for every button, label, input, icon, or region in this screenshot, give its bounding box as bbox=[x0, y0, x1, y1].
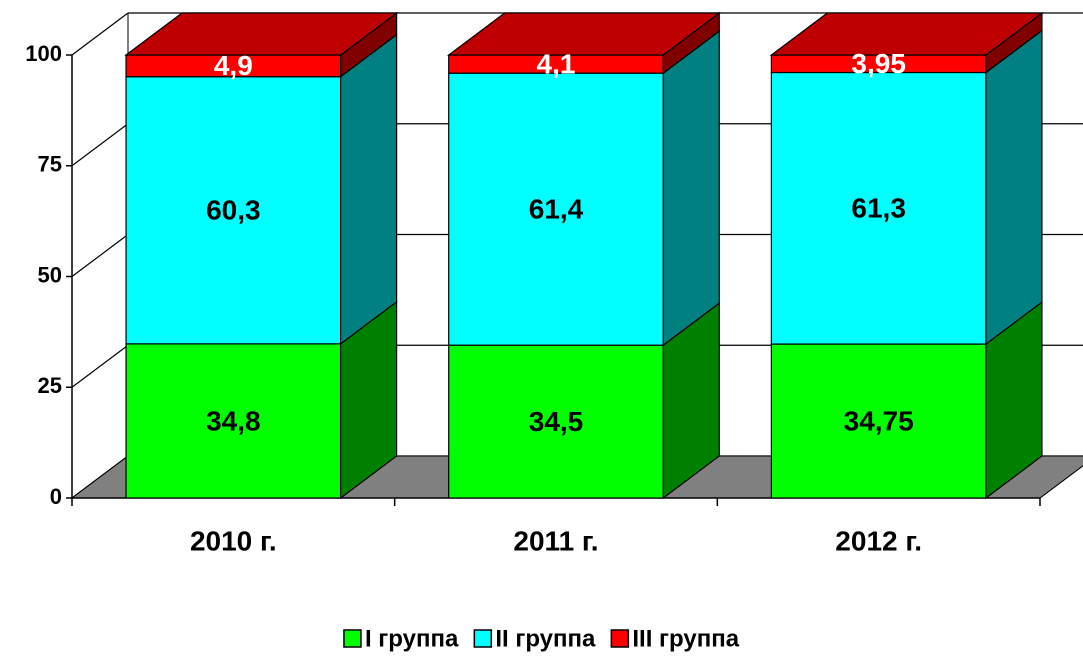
bar-top bbox=[446, 12, 722, 56]
y-tick-label: 0 bbox=[50, 484, 62, 509]
legend: I группа II группа III группа bbox=[343, 625, 740, 652]
value-label: 4,9 bbox=[214, 50, 253, 81]
side-grid-line bbox=[71, 123, 129, 167]
bar-side bbox=[985, 29, 1043, 346]
legend-label: I группа bbox=[365, 625, 459, 652]
legend-label: II группа bbox=[495, 625, 596, 652]
bar-segment bbox=[770, 71, 987, 345]
value-label: 34,8 bbox=[206, 405, 261, 436]
value-label: 4,1 bbox=[537, 48, 576, 79]
side-grid-line bbox=[71, 344, 129, 388]
bar-side bbox=[662, 29, 720, 347]
x-tick-label: 2011 г. bbox=[513, 525, 598, 556]
legend-label: III группа bbox=[632, 625, 739, 652]
value-label: 34,75 bbox=[844, 405, 914, 436]
side-grid-line bbox=[71, 12, 129, 56]
bar-side bbox=[340, 33, 398, 346]
y-tick-label: 100 bbox=[25, 41, 62, 66]
bar-segment bbox=[770, 343, 987, 499]
bar-top bbox=[124, 12, 399, 56]
legend-swatch bbox=[610, 629, 630, 648]
y-tick-label: 25 bbox=[38, 373, 62, 398]
bar-segment bbox=[448, 72, 664, 346]
bar-segment bbox=[448, 344, 664, 499]
value-label: 61,4 bbox=[529, 194, 584, 225]
x-tick-label: 2010 г. bbox=[190, 525, 277, 556]
bar-segment bbox=[125, 343, 342, 499]
y-tick-label: 50 bbox=[38, 262, 62, 287]
side-grid-line bbox=[71, 234, 129, 277]
legend-swatch bbox=[343, 629, 362, 648]
bar-segment bbox=[125, 76, 342, 345]
x-tick-label: 2012 г. bbox=[835, 525, 922, 556]
value-label: 61,3 bbox=[851, 193, 906, 224]
value-label: 60,3 bbox=[206, 195, 261, 226]
value-label: 34,5 bbox=[529, 406, 584, 437]
bar-top bbox=[769, 12, 1044, 56]
y-tick-label: 75 bbox=[38, 152, 62, 177]
legend-swatch bbox=[473, 629, 493, 648]
value-label: 3,95 bbox=[851, 48, 906, 79]
